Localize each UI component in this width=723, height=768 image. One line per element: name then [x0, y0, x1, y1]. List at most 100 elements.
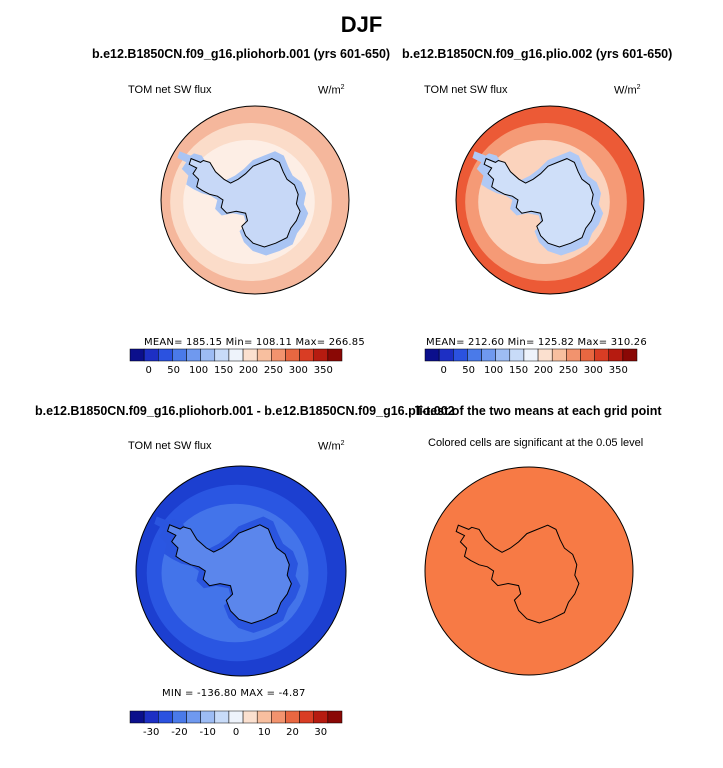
panel-2-stats: MEAN= 212.60 Min= 125.82 Max= 310.26 — [426, 337, 647, 348]
colorbar-swatch — [299, 710, 314, 724]
colorbar-swatch — [566, 348, 581, 362]
colorbar-swatch — [228, 710, 244, 724]
colorbar-swatch — [523, 348, 539, 362]
colorbar-swatch — [495, 348, 511, 362]
colorbar-swatch — [299, 348, 314, 362]
panel-3-variable-label: TOM net SW flux — [128, 440, 212, 452]
colorbar-swatch — [271, 710, 286, 724]
colorbar-swatch — [158, 710, 173, 724]
colorbar-tick-label: 350 — [314, 365, 333, 376]
panel-3-map — [135, 465, 347, 677]
colorbar-swatch — [242, 348, 258, 362]
field-continent-region — [189, 158, 301, 247]
colorbar-tick-label: 100 — [189, 365, 208, 376]
colorbar-swatch — [537, 348, 553, 362]
colorbar-swatch — [608, 348, 624, 362]
colorbar-swatch — [200, 710, 216, 724]
colorbar-swatch — [129, 710, 145, 724]
panel-3-units: W/m2 — [318, 440, 345, 453]
colorbar-swatch — [271, 348, 286, 362]
colorbar-swatch — [129, 348, 145, 362]
colorbar-swatch — [481, 348, 496, 362]
panel-2-title: b.e12.B1850CN.f09_g16.plio.002 (yrs 601-… — [402, 47, 673, 61]
colorbar-swatch — [580, 348, 595, 362]
colorbar-tick-label: 10 — [258, 727, 271, 738]
colorbar-tick-label: -20 — [171, 727, 187, 738]
antarctica-coastline — [188, 157, 301, 248]
colorbar-tick-label: 300 — [289, 365, 308, 376]
colorbar-swatch — [594, 348, 609, 362]
colorbar-tick-label: 150 — [214, 365, 233, 376]
colorbar-swatch — [467, 348, 482, 362]
colorbar-swatch — [327, 348, 343, 362]
panel-2-variable-label: TOM net SW flux — [424, 84, 508, 96]
colorbar-tick-label: 30 — [314, 727, 327, 738]
colorbar-tick-label: 50 — [167, 365, 180, 376]
antarctica-coastline — [166, 524, 292, 625]
colorbar-swatch — [453, 348, 468, 362]
panel-3-colorbar: -30 -20 -10 0 10 20 30 — [129, 710, 343, 738]
colorbar-tick-label: 0 — [441, 365, 447, 376]
colorbar-swatch — [186, 348, 201, 362]
colorbar-tick-label: 200 — [239, 365, 258, 376]
panel-3-title: b.e12.B1850CN.f09_g16.pliohorb.001 - b.e… — [35, 404, 455, 418]
colorbar-tick-label: 250 — [559, 365, 578, 376]
map-boundary — [160, 105, 350, 295]
panel-1-colorbar: 0 50 100 150 200 250 300 350 — [129, 348, 343, 376]
colorbar-swatch — [256, 710, 272, 724]
map-boundary — [424, 466, 634, 676]
panel-2-colorbar: 0 50 100 150 200 250 300 350 — [424, 348, 638, 376]
colorbar-swatch — [214, 710, 230, 724]
panel-1-title: b.e12.B1850CN.f09_g16.pliohorb.001 (yrs … — [92, 47, 391, 61]
map-boundary — [135, 465, 347, 677]
panel-4-title: T-test of the two means at each grid poi… — [415, 404, 662, 418]
panel-1-variable-label: TOM net SW flux — [128, 84, 212, 96]
colorbar-swatch — [242, 710, 258, 724]
colorbar-swatch — [228, 348, 244, 362]
panel-1-map — [160, 105, 350, 295]
panel-2-units: W/m2 — [614, 84, 641, 97]
colorbar-swatch — [143, 710, 159, 724]
panel-4-map — [424, 466, 634, 676]
figure-title: DJF — [340, 12, 383, 37]
colorbar-swatch — [327, 710, 343, 724]
colorbar-swatch — [313, 348, 329, 362]
colorbar-swatch — [285, 710, 300, 724]
map-boundary — [455, 105, 645, 295]
colorbar-tick-label: -10 — [200, 727, 216, 738]
panel-1-stats: MEAN= 185.15 Min= 108.11 Max= 266.85 — [144, 337, 365, 348]
colorbar-swatch — [200, 348, 216, 362]
colorbar-swatch — [256, 348, 272, 362]
colorbar-tick-label: 0 — [233, 727, 239, 738]
colorbar-swatch — [313, 710, 329, 724]
colorbar-swatch — [424, 348, 440, 362]
colorbar-swatch — [509, 348, 525, 362]
colorbar-tick-label: 150 — [509, 365, 528, 376]
panel-4-subtitle: Colored cells are significant at the 0.0… — [428, 437, 644, 449]
colorbar-swatch — [622, 348, 638, 362]
colorbar-tick-label: 0 — [146, 365, 152, 376]
colorbar-tick-label: 100 — [484, 365, 503, 376]
colorbar-tick-label: 50 — [462, 365, 475, 376]
colorbar-tick-label: 250 — [264, 365, 283, 376]
colorbar-tick-label: 350 — [609, 365, 628, 376]
panel-1-units: W/m2 — [318, 84, 345, 97]
colorbar-swatch — [285, 348, 300, 362]
antarctica-coastline — [483, 157, 596, 248]
colorbar-tick-label: 200 — [534, 365, 553, 376]
colorbar-tick-label: -30 — [143, 727, 159, 738]
colorbar-swatch — [172, 348, 187, 362]
colorbar-swatch — [186, 710, 201, 724]
antarctica-coastline — [455, 524, 580, 624]
colorbar-swatch — [143, 348, 159, 362]
colorbar-swatch — [214, 348, 230, 362]
colorbar-tick-label: 20 — [286, 727, 299, 738]
colorbar-swatch — [551, 348, 567, 362]
colorbar-swatch — [158, 348, 173, 362]
panel-2-map — [455, 105, 645, 295]
colorbar-swatch — [172, 710, 187, 724]
significance-fill — [425, 467, 633, 675]
field-continent-region — [484, 158, 596, 247]
colorbar-swatch — [438, 348, 454, 362]
panel-3-stats: MIN = -136.80 MAX = -4.87 — [162, 688, 306, 699]
